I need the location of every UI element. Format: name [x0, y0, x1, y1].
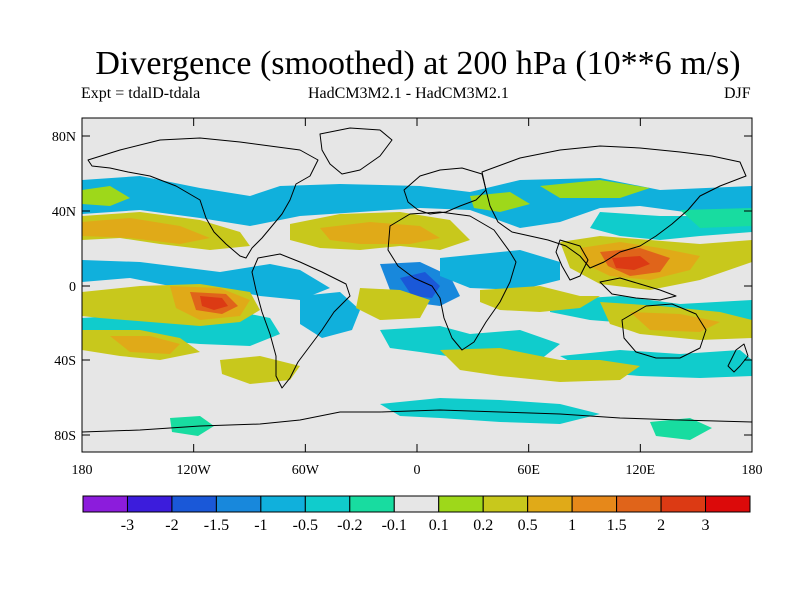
model-label: HadCM3M2.1 - HadCM3M2.1 — [308, 85, 509, 102]
colorbar-label: 3 — [702, 517, 710, 534]
longitude-tick-label: 180 — [742, 463, 763, 478]
colorbar-label: 0.2 — [473, 517, 493, 534]
colorbar-swatch — [482, 495, 529, 513]
australia-outline — [621, 303, 707, 359]
axis-ticks — [81, 118, 753, 452]
colorbar-swatch — [527, 495, 573, 513]
season-label: DJF — [724, 85, 751, 102]
colorbar-swatch — [393, 495, 440, 513]
colorbar-swatch — [571, 495, 618, 513]
latitude-tick-label: 0 — [69, 280, 76, 295]
latitude-tick-label: 40S — [54, 354, 76, 369]
colorbar-swatch — [705, 495, 751, 513]
colorbar-label: 0.1 — [429, 517, 449, 534]
colorbar-swatch — [260, 495, 306, 513]
colorbar-swatch — [438, 495, 484, 513]
colorbar-swatch — [171, 495, 217, 513]
longitude-tick-label: 60W — [292, 463, 320, 478]
south-america-outline — [251, 253, 351, 389]
colorbar-swatch — [215, 495, 262, 513]
north-america-outline — [87, 137, 319, 259]
longitude-tick-label: 120W — [177, 463, 212, 478]
colorbar-swatch — [660, 495, 707, 513]
colorbar-label: -3 — [121, 517, 134, 534]
latitude-tick-label: 80S — [54, 429, 76, 444]
colorbar-swatch — [304, 495, 351, 513]
colorbar-label: -2 — [165, 517, 178, 534]
colorbar-label: -1 — [254, 517, 267, 534]
colorbar-swatch — [82, 495, 128, 513]
latitude-tick-label: 80N — [52, 130, 76, 145]
colorbar-swatch — [616, 495, 662, 513]
asia-outline — [481, 145, 747, 269]
africa-outline — [387, 211, 517, 351]
greenland-outline — [319, 127, 393, 175]
colorbar-label: -0.2 — [337, 517, 362, 534]
colorbar-label: 1 — [568, 517, 576, 534]
colorbar-label: 0.5 — [518, 517, 538, 534]
divergence-bands — [82, 180, 752, 384]
map-field — [82, 118, 752, 452]
experiment-label: Expt = tdalD-tdala — [81, 85, 201, 102]
longitude-tick-label: 0 — [414, 463, 421, 478]
latitude-labels: 80N 40N 0 40S 80S — [52, 130, 76, 444]
colorbar-label: -0.1 — [382, 517, 407, 534]
colorbar — [82, 495, 751, 513]
longitude-tick-label: 120E — [626, 463, 656, 478]
antarctica-outline — [82, 409, 752, 433]
europe-outline — [403, 167, 487, 215]
colorbar-swatch — [126, 495, 173, 513]
india-outline — [555, 239, 589, 281]
longitude-tick-label: 60E — [517, 463, 540, 478]
maritime-continent-outline — [599, 277, 677, 301]
colorbar-label: -1.5 — [204, 517, 229, 534]
colorbar-label: 2 — [657, 517, 665, 534]
colorbar-swatch — [349, 495, 395, 513]
coastlines — [82, 127, 752, 433]
longitude-tick-label: 180 — [72, 463, 93, 478]
longitude-labels: 180 120W 60W 0 60E 120E 180 — [72, 463, 763, 478]
colorbar-label: 1.5 — [607, 517, 627, 534]
latitude-tick-label: 40N — [52, 205, 76, 220]
colorbar-label: -0.5 — [293, 517, 318, 534]
new-zealand-outline — [727, 343, 749, 373]
plot-title: Divergence (smoothed) at 200 hPa (10**6 … — [95, 45, 741, 82]
colorbar-labels: -3 -2 -1.5 -1 -0.5 -0.2 -0.1 0.1 0.2 0.5 1 1.5 2 3 — [121, 517, 710, 534]
